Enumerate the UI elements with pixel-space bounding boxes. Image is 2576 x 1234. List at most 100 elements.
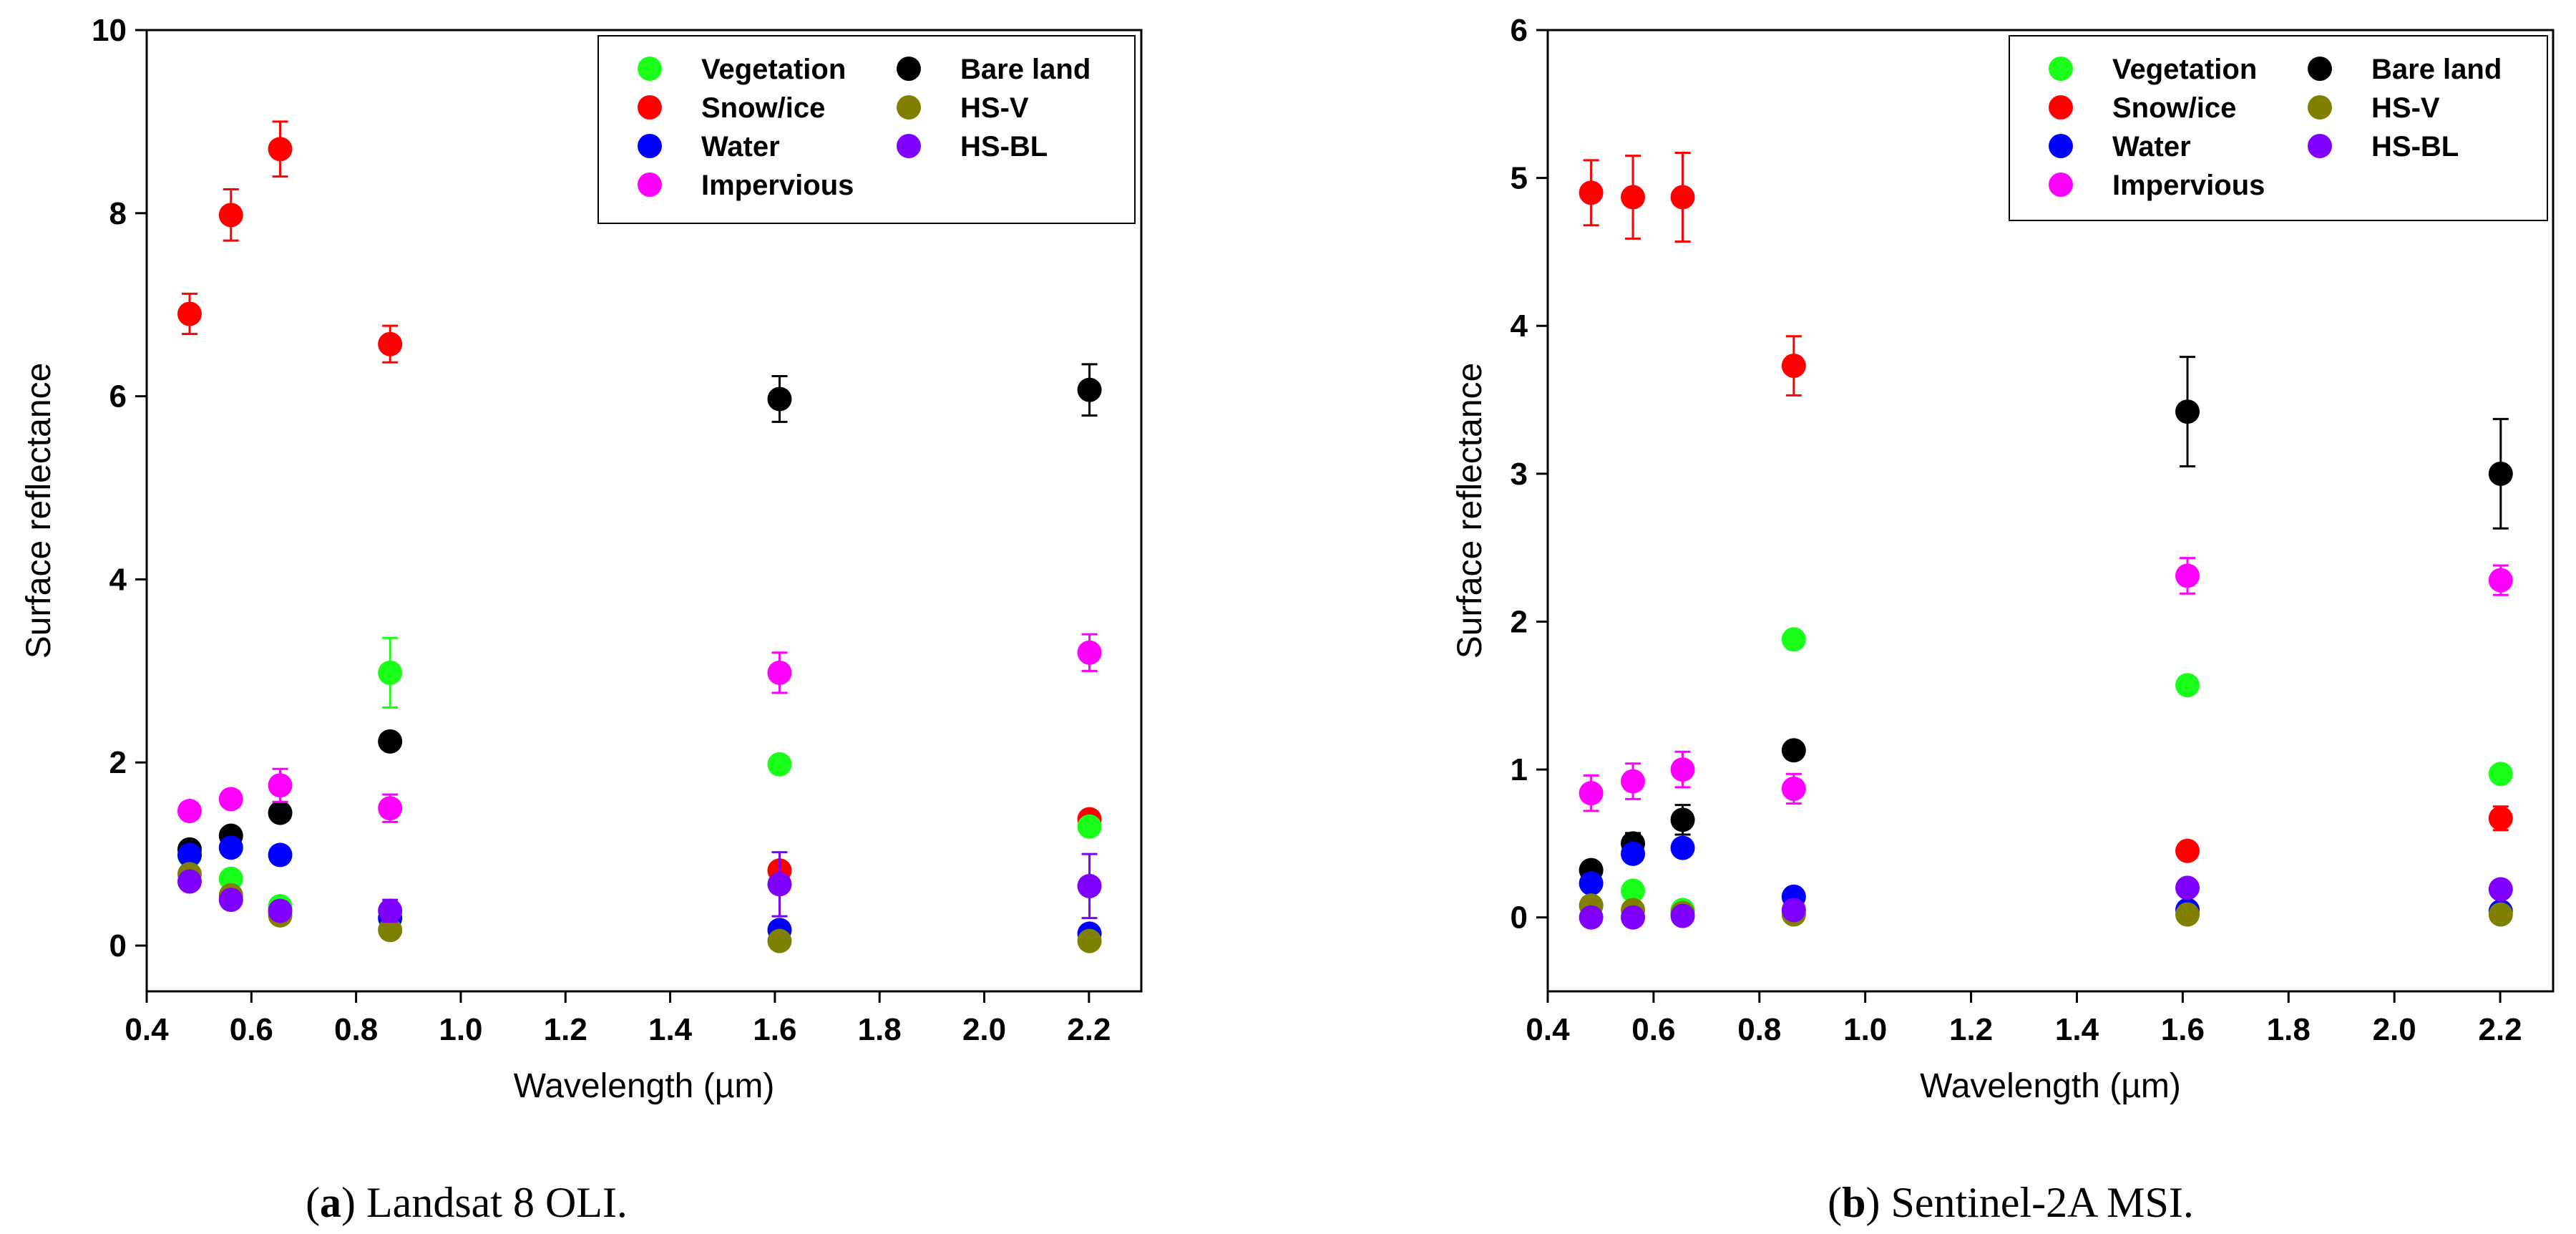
legend-label: Impervious xyxy=(2112,170,2265,201)
legend-label: Water xyxy=(701,131,780,162)
caption-a: (a) Landsat 8 OLI. xyxy=(306,1179,628,1226)
x-tick-label: 2.0 xyxy=(962,1012,1006,1047)
legend-label: Bare land xyxy=(960,54,1091,85)
legend-marker xyxy=(2308,134,2332,158)
y-tick-label: 4 xyxy=(109,562,127,597)
data-point xyxy=(378,796,403,821)
caption-b-letter: b xyxy=(1842,1179,1865,1226)
data-point xyxy=(268,898,293,923)
y-tick-label: 2 xyxy=(1511,604,1528,639)
series-water xyxy=(177,835,1102,946)
data-point xyxy=(2175,563,2200,588)
data-point xyxy=(1621,905,1646,930)
caption-b-text: Sentinel-2A MSI. xyxy=(1880,1179,2194,1226)
data-point xyxy=(2175,399,2200,424)
legend-label: HS-V xyxy=(2371,92,2440,124)
data-point xyxy=(1077,928,1102,953)
data-point xyxy=(177,842,202,868)
legend: Vegetation Snow/ice Water Impervious Bare la… xyxy=(2009,35,2548,221)
data-point xyxy=(1621,185,1646,210)
x-tick-label: 0.6 xyxy=(1631,1012,1675,1047)
series-bare-land xyxy=(1579,356,2513,883)
data-point xyxy=(1621,841,1646,866)
legend-label: HS-BL xyxy=(2371,131,2459,162)
chart-landsat: 0.4 0.6 0.8 1.0 1.2 1.4 1.6 1.8 2.0 2.2 0 2 4 6 8 10 Wav… xyxy=(20,13,1143,1105)
data-point xyxy=(268,773,293,798)
data-point xyxy=(2488,568,2513,593)
series-impervious xyxy=(1579,557,2513,812)
legend-marker xyxy=(2049,173,2073,197)
x-axis-title: Wavelength (µm) xyxy=(514,1067,775,1105)
x-tick-label: 1.4 xyxy=(648,1012,693,1047)
data-point xyxy=(767,872,792,897)
legend-marker xyxy=(897,95,921,120)
x-tick-label: 0.4 xyxy=(125,1012,169,1047)
x-tick-label: 0.8 xyxy=(334,1012,378,1047)
legend-label: Snow/ice xyxy=(701,92,825,124)
data-point xyxy=(2488,762,2513,787)
y-tick-label: 10 xyxy=(92,13,127,48)
data-point xyxy=(1781,354,1806,379)
legend-label: HS-BL xyxy=(960,131,1048,162)
data-point xyxy=(1781,898,1806,923)
series-hs-v xyxy=(177,862,1102,953)
data-point xyxy=(1621,769,1646,794)
y-tick-label: 0 xyxy=(109,928,127,963)
x-tick-label: 1.8 xyxy=(2267,1012,2311,1047)
x-tick-label: 1.0 xyxy=(439,1012,482,1047)
data-point xyxy=(767,660,792,685)
y-tick-label: 2 xyxy=(109,745,127,780)
data-point xyxy=(2488,877,2513,902)
data-point xyxy=(1670,835,1695,860)
y-tick-label: 3 xyxy=(1511,457,1528,492)
data-point xyxy=(268,137,293,162)
data-point xyxy=(218,787,243,812)
legend-marker xyxy=(2049,57,2073,81)
data-point xyxy=(2175,875,2200,900)
data-point xyxy=(1781,776,1806,801)
y-tick-label: 6 xyxy=(1511,13,1528,48)
x-tick-label: 2.2 xyxy=(2478,1012,2522,1047)
x-tick-label: 2.0 xyxy=(2373,1012,2416,1047)
y-tick-label: 1 xyxy=(1511,752,1528,787)
data-point xyxy=(378,918,403,943)
data-point xyxy=(767,387,792,412)
legend-marker xyxy=(2308,57,2332,81)
data-point xyxy=(218,203,243,228)
x-tick-label: 0.4 xyxy=(1526,1012,1570,1047)
data-point xyxy=(1077,873,1102,898)
x-tick-label: 1.4 xyxy=(2055,1012,2099,1047)
legend-box xyxy=(2009,35,2548,221)
data-point xyxy=(177,869,202,894)
legend-marker xyxy=(897,134,921,158)
data-point xyxy=(2488,461,2513,486)
legend-label: Bare land xyxy=(2371,54,2502,85)
x-tick-label: 2.2 xyxy=(1067,1012,1111,1047)
legend-box xyxy=(597,35,1136,224)
x-tick-label: 1.6 xyxy=(2161,1012,2205,1047)
legend: Vegetation Snow/ice Water Impervious Bare la… xyxy=(597,35,1136,224)
data-point xyxy=(177,799,202,824)
y-tick-label: 6 xyxy=(109,379,127,414)
legend-marker xyxy=(638,134,662,158)
legend-marker xyxy=(638,95,662,120)
data-point xyxy=(218,888,243,913)
y-tick-label: 5 xyxy=(1511,161,1528,196)
y-tick-label: 8 xyxy=(109,196,127,231)
x-axis-title: Wavelength (µm) xyxy=(1920,1067,2181,1105)
data-point xyxy=(1579,781,1604,806)
legend-marker xyxy=(897,57,921,81)
data-point xyxy=(378,331,403,356)
caption-a-letter: a xyxy=(320,1179,341,1226)
series-bare-land xyxy=(177,363,1102,862)
legend-label: Snow/ice xyxy=(2112,92,2236,124)
legend-label: Vegetation xyxy=(2112,54,2257,85)
series-impervious xyxy=(177,633,1102,824)
x-tick-label: 1.2 xyxy=(1949,1012,1993,1047)
data-point xyxy=(1670,757,1695,782)
plot-frame xyxy=(1546,29,2555,993)
x-tick-label: 0.6 xyxy=(230,1012,273,1047)
series-water xyxy=(1579,835,2513,924)
x-tick-label: 1.2 xyxy=(544,1012,587,1047)
